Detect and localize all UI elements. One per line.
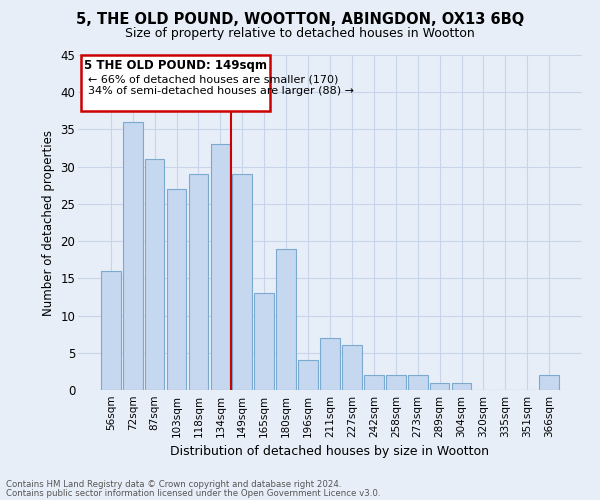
Bar	[211, 144, 230, 390]
Bar	[430, 382, 449, 390]
Text: Size of property relative to detached houses in Wootton: Size of property relative to detached ho…	[125, 28, 475, 40]
Bar	[145, 159, 164, 390]
Text: 5, THE OLD POUND, WOOTTON, ABINGDON, OX13 6BQ: 5, THE OLD POUND, WOOTTON, ABINGDON, OX1…	[76, 12, 524, 28]
Text: Contains public sector information licensed under the Open Government Licence v3: Contains public sector information licen…	[6, 488, 380, 498]
Bar	[167, 189, 187, 390]
Bar	[539, 375, 559, 390]
Text: 34% of semi-detached houses are larger (88) →: 34% of semi-detached houses are larger (…	[88, 86, 354, 96]
Bar	[254, 293, 274, 390]
Bar	[342, 346, 362, 390]
Bar	[188, 174, 208, 390]
Bar	[232, 174, 252, 390]
Bar	[364, 375, 384, 390]
Bar	[101, 271, 121, 390]
Text: ← 66% of detached houses are smaller (170): ← 66% of detached houses are smaller (17…	[88, 74, 338, 84]
X-axis label: Distribution of detached houses by size in Wootton: Distribution of detached houses by size …	[170, 446, 490, 458]
Text: 5 THE OLD POUND: 149sqm: 5 THE OLD POUND: 149sqm	[84, 58, 267, 71]
Bar	[320, 338, 340, 390]
Text: Contains HM Land Registry data © Crown copyright and database right 2024.: Contains HM Land Registry data © Crown c…	[6, 480, 341, 489]
Bar	[276, 248, 296, 390]
Bar	[452, 382, 472, 390]
Bar	[408, 375, 428, 390]
Bar	[298, 360, 318, 390]
Y-axis label: Number of detached properties: Number of detached properties	[42, 130, 55, 316]
Bar	[386, 375, 406, 390]
Bar	[123, 122, 143, 390]
